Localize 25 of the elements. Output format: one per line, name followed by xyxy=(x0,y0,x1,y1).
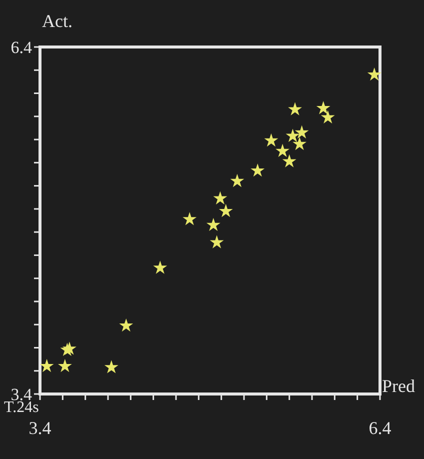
point xyxy=(320,110,335,124)
point xyxy=(276,144,290,158)
point xyxy=(250,163,265,177)
point xyxy=(210,235,224,248)
point xyxy=(206,218,220,232)
point xyxy=(264,133,278,147)
y-axis-title: Act. xyxy=(42,11,72,31)
x-axis-title: Pred xyxy=(382,376,415,396)
point xyxy=(292,136,306,150)
point xyxy=(58,358,72,372)
point xyxy=(367,67,382,81)
point xyxy=(119,318,134,332)
point xyxy=(294,125,309,139)
point xyxy=(288,102,302,116)
point xyxy=(230,174,244,188)
point xyxy=(218,204,233,218)
point xyxy=(282,154,296,168)
point xyxy=(213,191,228,204)
point xyxy=(62,342,76,355)
point xyxy=(286,128,300,142)
point xyxy=(40,358,54,372)
point xyxy=(316,100,330,114)
point xyxy=(182,212,197,226)
point xyxy=(153,260,168,274)
point xyxy=(104,360,118,374)
